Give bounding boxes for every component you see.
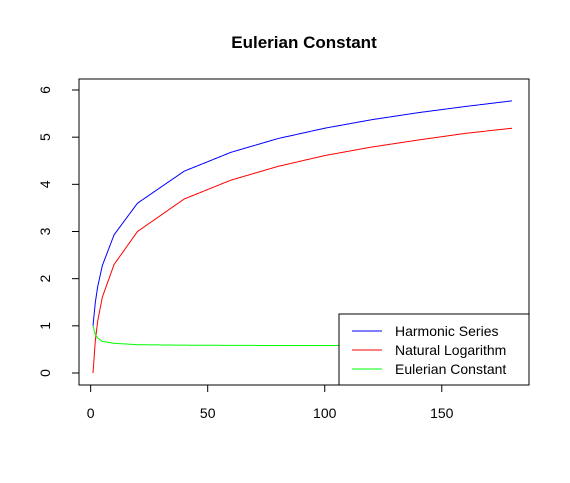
legend-label: Natural Logarithm <box>395 342 506 358</box>
y-tick-label: 4 <box>37 180 53 188</box>
x-tick-label: 100 <box>313 405 337 421</box>
y-tick-label: 3 <box>37 227 53 235</box>
series-line-1 <box>92 127 513 374</box>
series-line-0 <box>92 100 513 326</box>
y-tick-label: 2 <box>37 275 53 283</box>
y-tick-label: 5 <box>37 133 53 141</box>
x-tick-label: 0 <box>87 405 95 421</box>
y-tick-label: 1 <box>37 322 53 330</box>
x-tick-label: 150 <box>430 405 454 421</box>
legend-label: Eulerian Constant <box>395 361 506 377</box>
legend: Harmonic Series Natural Logarithm Eulerian… <box>338 313 530 386</box>
y-tick-label: 6 <box>37 86 53 94</box>
legend-label: Harmonic Series <box>395 323 498 339</box>
x-tick-label: 50 <box>200 405 216 421</box>
chart-title: Eulerian Constant <box>231 33 377 52</box>
y-tick-label: 0 <box>37 369 53 377</box>
